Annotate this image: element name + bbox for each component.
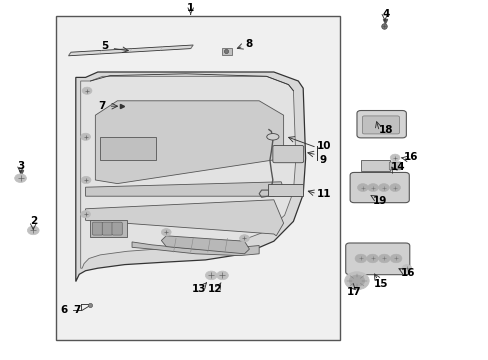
Text: 12: 12 bbox=[207, 284, 222, 294]
Circle shape bbox=[389, 154, 399, 161]
Circle shape bbox=[15, 174, 26, 183]
Circle shape bbox=[205, 271, 217, 280]
Bar bbox=[56, 16, 339, 340]
Text: 7: 7 bbox=[73, 305, 81, 315]
Polygon shape bbox=[85, 200, 283, 236]
Polygon shape bbox=[161, 236, 249, 254]
Circle shape bbox=[82, 87, 92, 94]
Text: 16: 16 bbox=[400, 268, 415, 278]
Text: 7: 7 bbox=[98, 101, 105, 111]
Text: 13: 13 bbox=[192, 284, 206, 294]
Text: 14: 14 bbox=[390, 162, 405, 172]
FancyBboxPatch shape bbox=[92, 222, 102, 235]
FancyBboxPatch shape bbox=[272, 145, 303, 163]
Circle shape bbox=[366, 254, 378, 263]
Circle shape bbox=[357, 184, 367, 192]
Polygon shape bbox=[360, 160, 389, 171]
FancyBboxPatch shape bbox=[362, 116, 399, 134]
Text: 1: 1 bbox=[187, 3, 194, 13]
Polygon shape bbox=[132, 242, 259, 256]
Text: 4: 4 bbox=[382, 9, 389, 19]
Circle shape bbox=[367, 184, 378, 192]
Text: 3: 3 bbox=[17, 161, 24, 171]
Circle shape bbox=[344, 272, 368, 290]
Polygon shape bbox=[85, 182, 283, 196]
Text: 11: 11 bbox=[316, 189, 331, 199]
Ellipse shape bbox=[266, 134, 279, 140]
Circle shape bbox=[81, 211, 90, 218]
Circle shape bbox=[389, 184, 400, 192]
FancyBboxPatch shape bbox=[356, 111, 406, 138]
Text: 9: 9 bbox=[319, 155, 325, 165]
Circle shape bbox=[81, 133, 90, 140]
Circle shape bbox=[378, 254, 389, 263]
Polygon shape bbox=[222, 48, 232, 55]
Circle shape bbox=[216, 271, 228, 280]
FancyBboxPatch shape bbox=[102, 222, 112, 235]
FancyBboxPatch shape bbox=[112, 222, 122, 235]
Polygon shape bbox=[76, 72, 305, 282]
Text: 6: 6 bbox=[60, 305, 67, 315]
Circle shape bbox=[401, 265, 411, 272]
Polygon shape bbox=[267, 184, 303, 196]
Circle shape bbox=[81, 176, 91, 184]
Circle shape bbox=[239, 235, 249, 242]
Polygon shape bbox=[81, 76, 295, 268]
Text: 10: 10 bbox=[316, 141, 331, 151]
Text: 5: 5 bbox=[102, 41, 108, 51]
FancyBboxPatch shape bbox=[349, 172, 408, 203]
Circle shape bbox=[161, 229, 171, 236]
FancyBboxPatch shape bbox=[345, 243, 409, 275]
Text: 18: 18 bbox=[378, 125, 393, 135]
Polygon shape bbox=[95, 101, 283, 184]
Text: 2: 2 bbox=[30, 216, 37, 226]
Polygon shape bbox=[100, 137, 156, 160]
Polygon shape bbox=[90, 220, 127, 237]
Text: 16: 16 bbox=[403, 152, 417, 162]
FancyBboxPatch shape bbox=[388, 162, 400, 170]
Circle shape bbox=[389, 254, 401, 263]
Text: 19: 19 bbox=[372, 196, 387, 206]
Circle shape bbox=[354, 254, 366, 263]
Polygon shape bbox=[68, 45, 193, 56]
Text: 8: 8 bbox=[245, 39, 252, 49]
Text: 15: 15 bbox=[373, 279, 388, 289]
Circle shape bbox=[348, 275, 364, 287]
Circle shape bbox=[27, 226, 39, 235]
Text: 17: 17 bbox=[346, 287, 361, 297]
Circle shape bbox=[378, 184, 388, 192]
